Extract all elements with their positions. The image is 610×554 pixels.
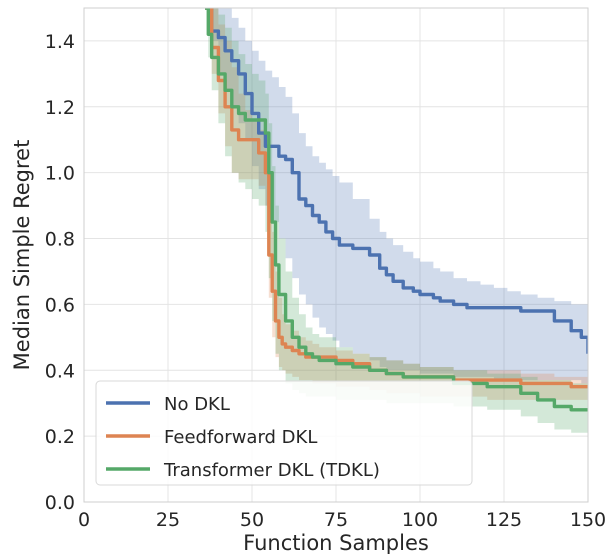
y-axis-ticks: 0.0 0.2 0.4 0.6 0.8 1.0 1.2 1.4 [45,31,75,514]
series-line-0 [205,8,588,354]
y-tick-label: 0.4 [45,360,75,382]
band-0 [205,8,588,384]
x-tick-label: 50 [240,509,264,531]
grid-lines [83,8,589,503]
x-tick-label: 0 [78,509,90,531]
y-tick-label: 1.4 [45,31,75,53]
y-tick-label: 0.6 [45,294,75,316]
y-tick-label: 1.0 [45,163,75,185]
x-tick-label: 75 [324,509,348,531]
y-tick-label: 0.8 [45,229,75,251]
band-2 [205,8,588,437]
y-tick-label: 0.0 [45,492,75,514]
y-tick-label: 1.2 [45,97,75,119]
legend: No DKL Feedforward DKL Transformer DKL (TD… [95,380,473,486]
legend-label: No DKL [164,394,230,415]
legend-box [95,380,473,486]
legend-label: Feedforward DKL [164,427,317,448]
series-line-2 [205,8,588,412]
confidence-bands [205,8,588,437]
legend-label: Transformer DKL (TDKL) [163,460,380,481]
x-tick-label: 150 [570,509,606,531]
y-axis-label: Median Simple Regret [10,140,34,371]
x-axis-label: Function Samples [243,531,429,554]
series-lines [205,8,588,412]
plot-frame [83,7,589,503]
x-tick-label: 100 [402,509,438,531]
x-tick-label: 25 [156,509,180,531]
x-tick-label: 125 [486,509,522,531]
y-tick-label: 0.2 [45,426,75,448]
x-axis-ticks: 0 25 50 75 100 125 150 [78,509,606,531]
